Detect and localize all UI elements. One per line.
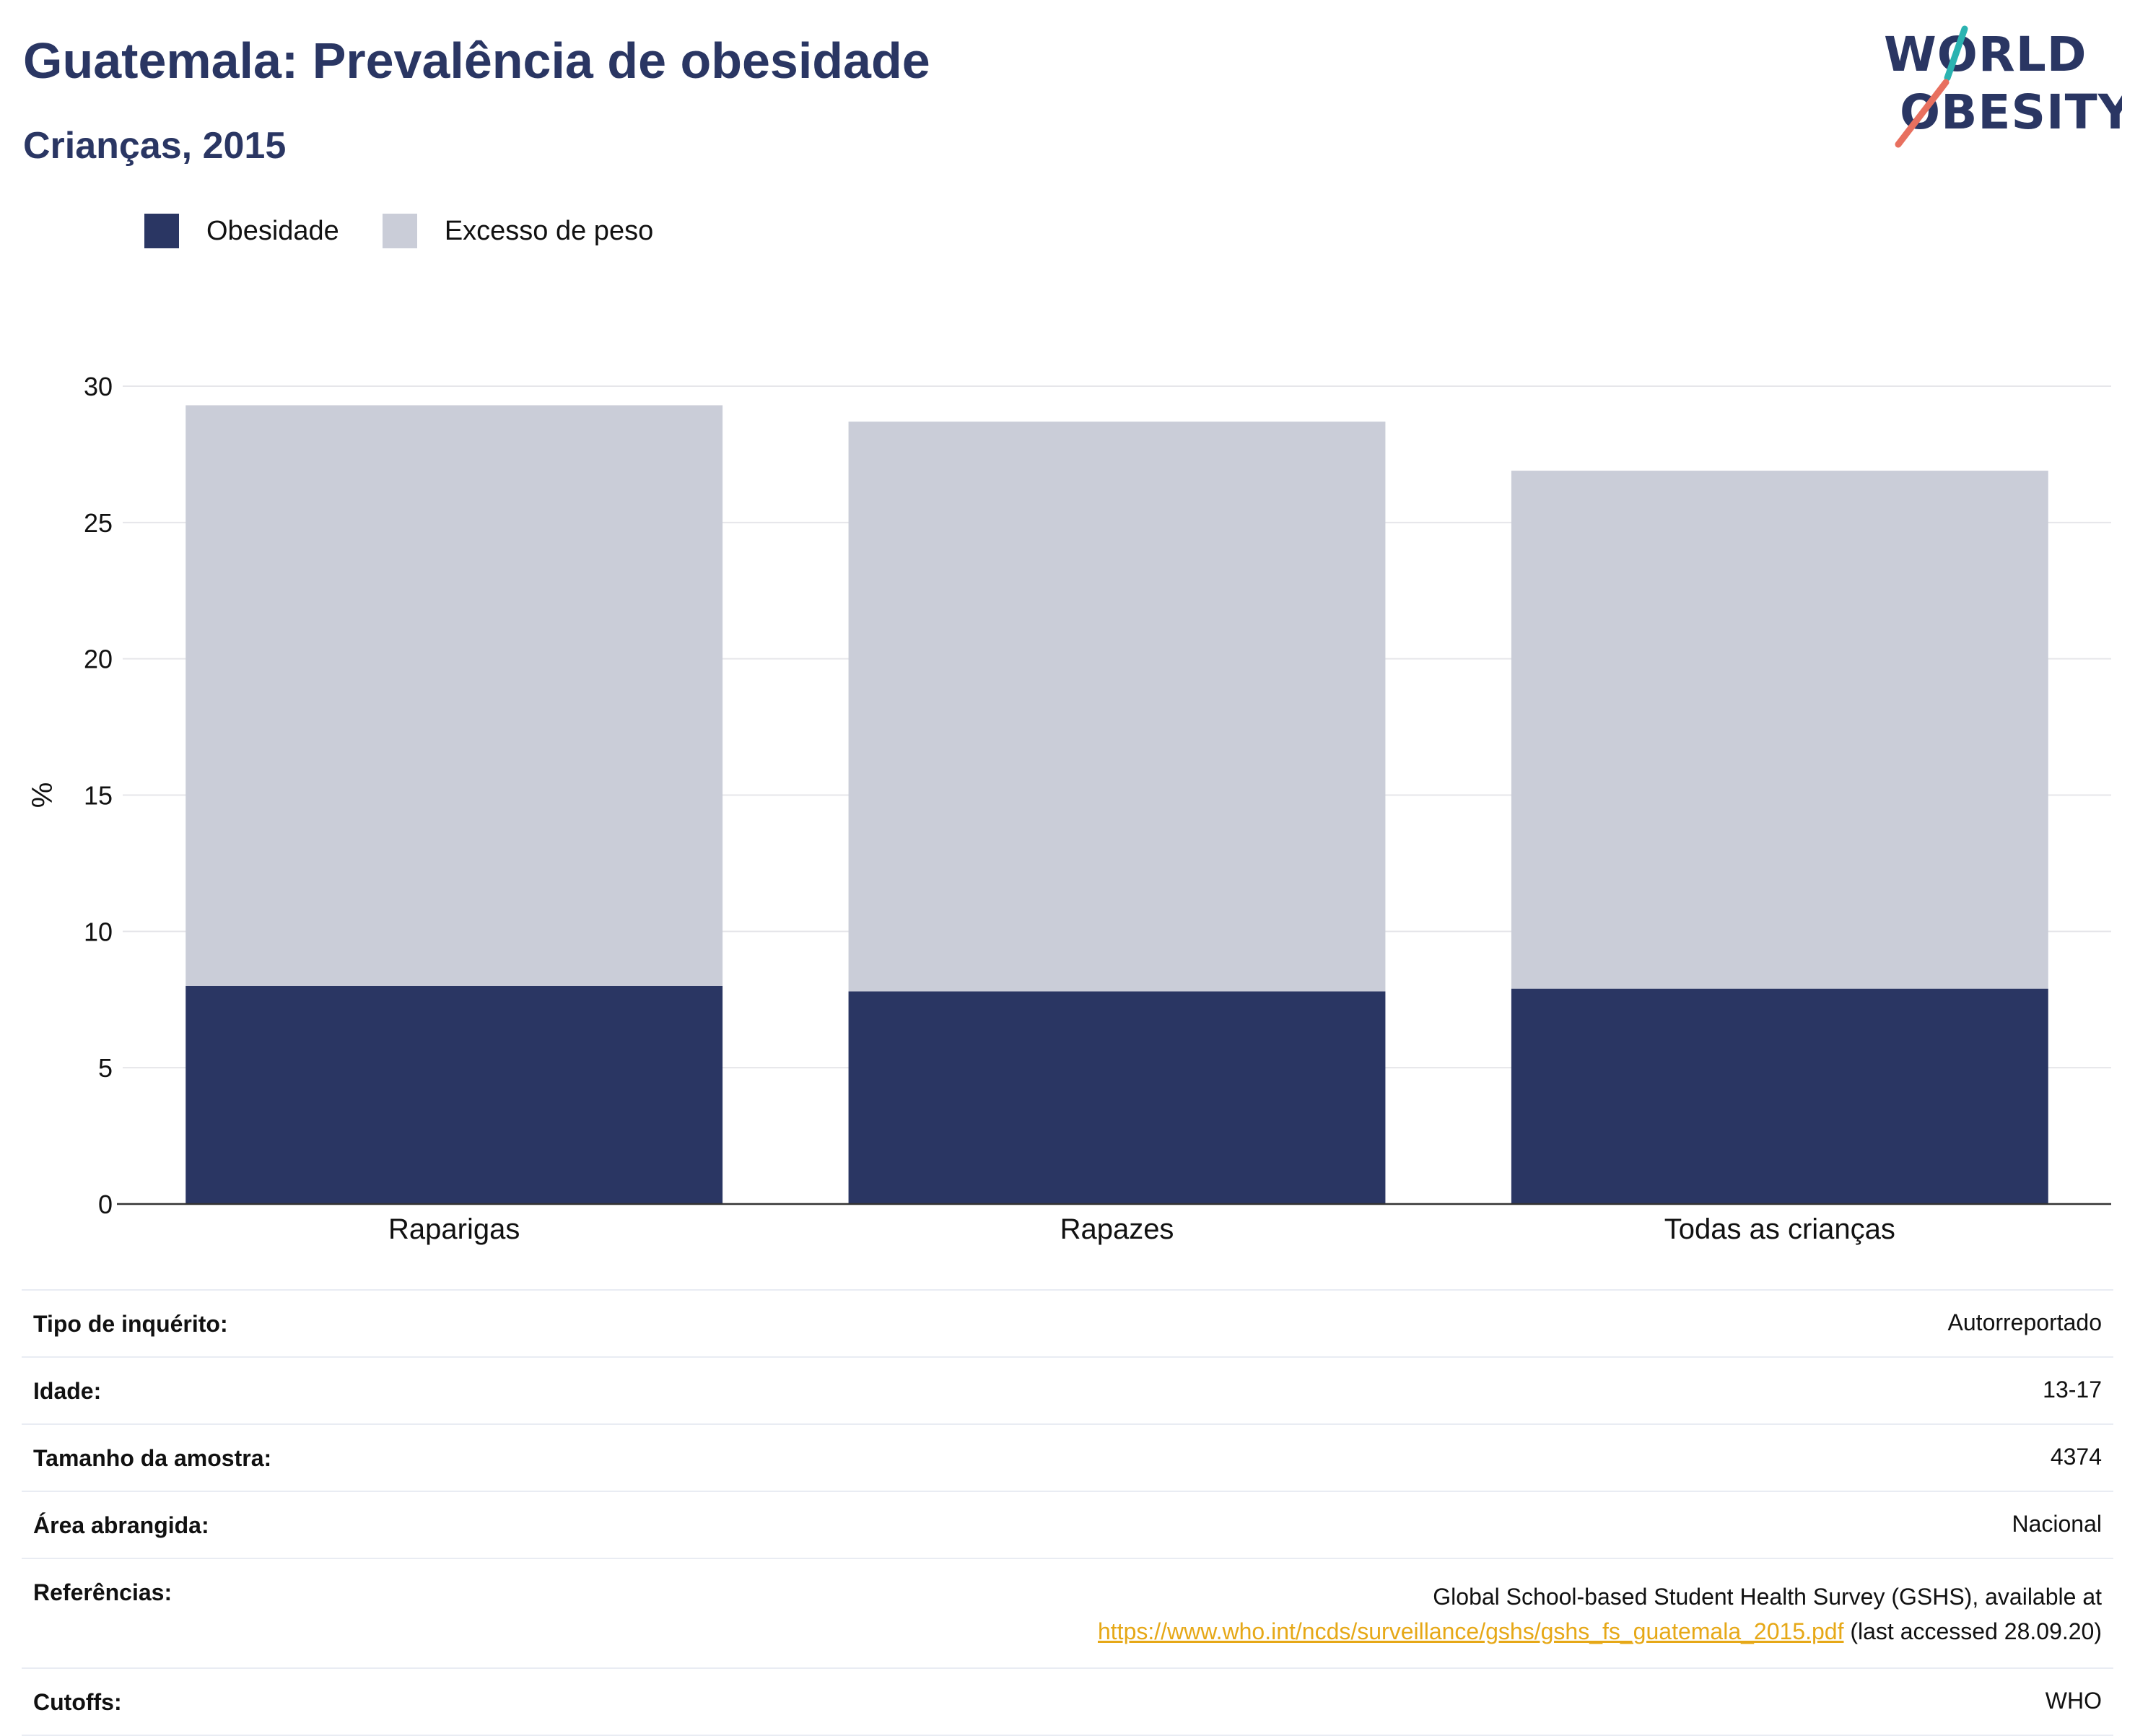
bar-obesidade[interactable]: [185, 985, 723, 1204]
meta-row-sample-size: Tamanho da amostra: 4374: [22, 1423, 2113, 1491]
y-tick-label: 15: [84, 781, 113, 811]
meta-row-survey-type: Tipo de inquérito: Autorreportado: [22, 1289, 2113, 1356]
logo-slash-top: [1944, 25, 1968, 82]
legend-label-obesidade: Obesidade: [206, 215, 339, 246]
meta-label: Referências:: [33, 1579, 173, 1605]
y-tick-label: 10: [84, 917, 113, 946]
bar-excesso-de-peso[interactable]: [185, 405, 723, 986]
y-tick-label: 30: [84, 372, 113, 401]
meta-row-cutoffs: Cutoffs: WHO: [22, 1667, 2113, 1736]
logo-slash-bottom: [1895, 79, 1950, 148]
legend-label-excesso-de-peso: Excesso de peso: [444, 215, 654, 246]
meta-value: Nacional: [2012, 1511, 2102, 1537]
meta-value: 4374: [2050, 1444, 2102, 1470]
logo-word-obesity: OBESITY: [1900, 84, 2122, 140]
chart-legend: Obesidade Excesso de peso: [144, 214, 697, 248]
bar-excesso-de-peso[interactable]: [1511, 471, 2048, 989]
bar-excesso-de-peso[interactable]: [848, 422, 1386, 992]
meta-value-references: Global School-based Student Health Surve…: [1098, 1579, 2102, 1649]
y-tick-label: 20: [84, 645, 113, 674]
bar-chart: 0 5 10 15 20 25 30 Raparigas Rapazes Todas as cri…: [27, 372, 2111, 1245]
meta-label: Tipo de inquérito:: [33, 1311, 228, 1337]
axes: 0 5 10 15 20 25 30 Raparigas Rapazes Todas as cri…: [27, 372, 2111, 1245]
y-tick-label: 25: [84, 508, 113, 538]
meta-label: Idade:: [33, 1378, 102, 1404]
legend-item-obesidade[interactable]: Obesidade: [144, 214, 339, 248]
reference-accessed: (last accessed 28.09.20): [1843, 1618, 2102, 1644]
y-tick-label: 0: [98, 1190, 113, 1219]
meta-value: WHO: [2045, 1688, 2102, 1714]
meta-value: 13-17: [2043, 1377, 2102, 1403]
meta-label: Cutoffs:: [33, 1689, 122, 1715]
x-tick-label: Raparigas: [388, 1213, 520, 1245]
bar-obesidade[interactable]: [848, 991, 1386, 1204]
legend-swatch-obesidade: [144, 214, 179, 248]
chart-title: Guatemala: Prevalência de obesidade: [23, 32, 930, 89]
world-obesity-logo: WORLD OBESITY: [1884, 25, 2122, 148]
meta-label: Área abrangida:: [33, 1512, 209, 1538]
metadata-table: Tipo de inquérito: Autorreportado Idade:…: [22, 1289, 2113, 1736]
bars: [185, 405, 2048, 1204]
y-tick-label: 5: [98, 1053, 113, 1083]
meta-row-age: Idade: 13-17: [22, 1356, 2113, 1423]
y-axis-title: %: [27, 782, 58, 808]
legend-item-excesso-de-peso[interactable]: Excesso de peso: [382, 214, 654, 248]
chart-subtitle: Crianças, 2015: [23, 125, 287, 167]
meta-row-references: Referências: Global School-based Student…: [22, 1558, 2113, 1667]
meta-row-area: Área abrangida: Nacional: [22, 1491, 2113, 1558]
logo-word-world: WORLD: [1884, 27, 2087, 82]
meta-value: Autorreportado: [1947, 1309, 2102, 1335]
meta-label: Tamanho da amostra:: [33, 1445, 272, 1471]
bar-obesidade[interactable]: [1511, 988, 2048, 1204]
legend-swatch-excesso-de-peso: [382, 214, 417, 248]
reference-text: Global School-based Student Health Surve…: [1433, 1584, 2102, 1610]
reference-link[interactable]: https://www.who.int/ncds/surveillance/gs…: [1097, 1618, 1844, 1644]
x-tick-label: Rapazes: [1060, 1213, 1174, 1245]
x-tick-label: Todas as crianças: [1664, 1213, 1895, 1245]
